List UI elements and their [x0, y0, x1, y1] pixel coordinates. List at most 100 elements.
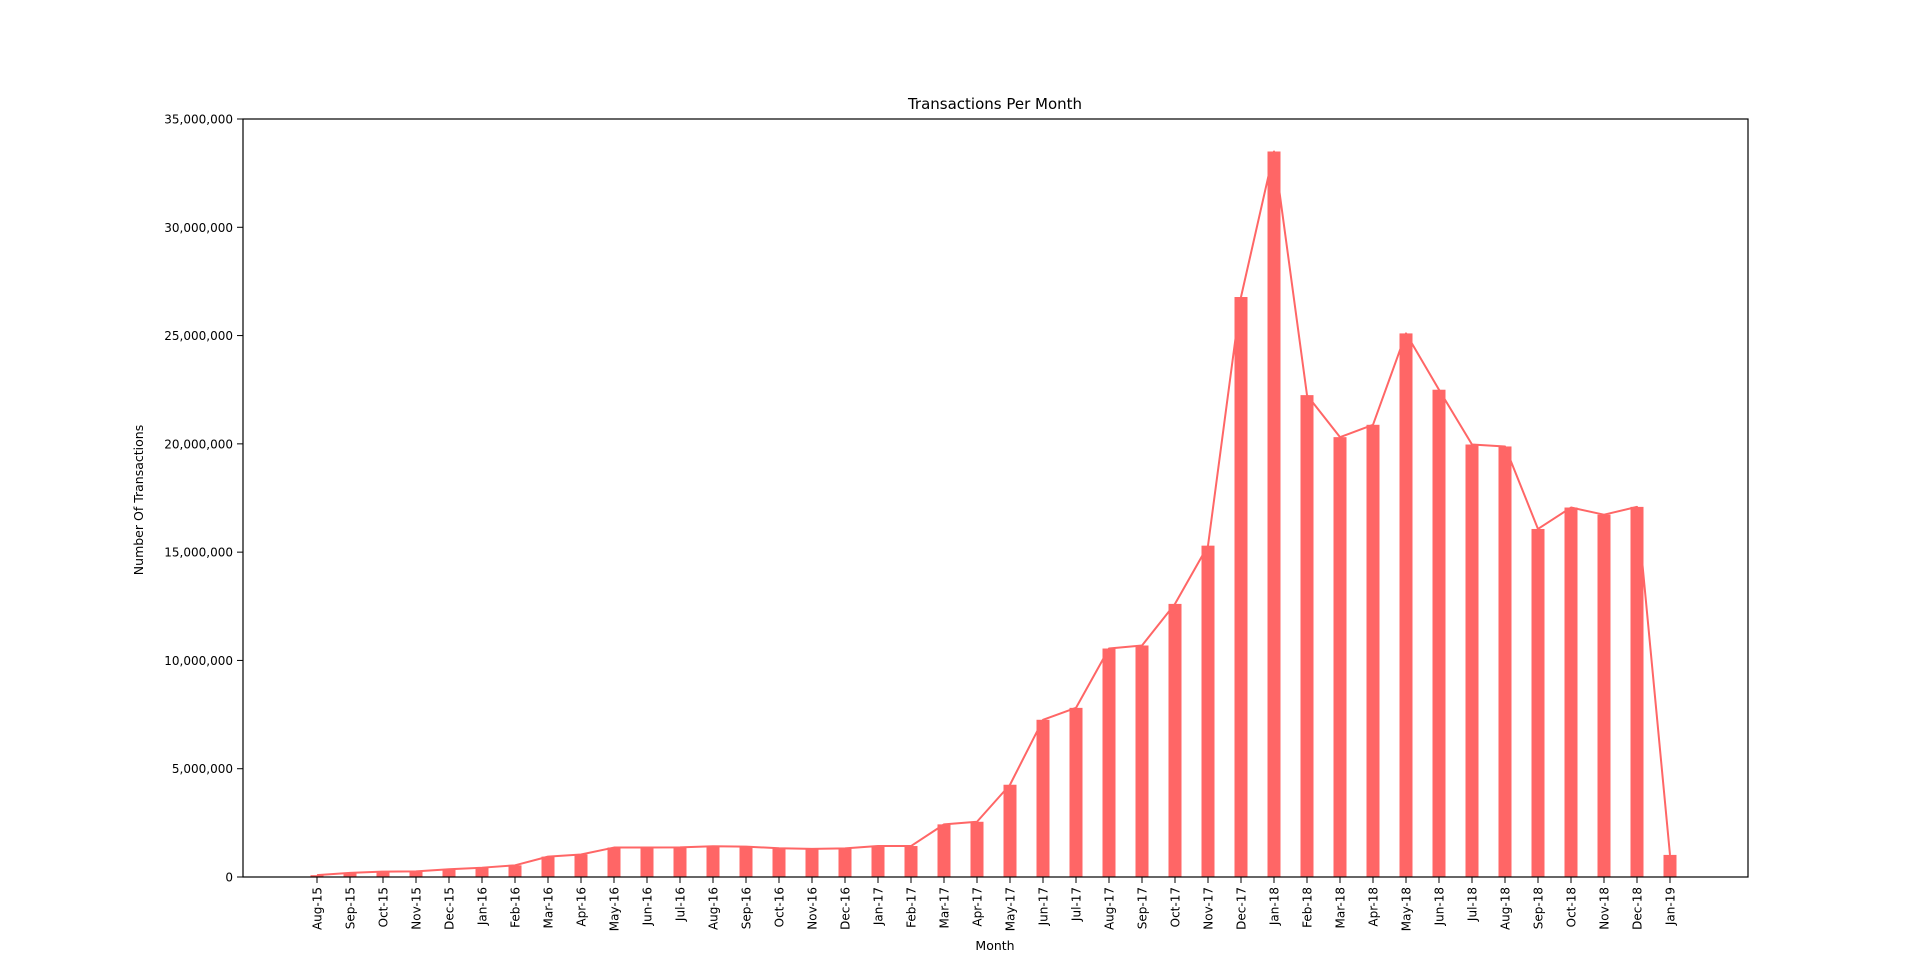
bar-jan-19	[1663, 854, 1677, 877]
bar-jul-17	[1069, 707, 1083, 877]
bar-sep-16	[739, 846, 753, 877]
bar-may-18	[1399, 333, 1413, 877]
x-tick-label: Dec-16	[839, 887, 853, 930]
bar-sep-18	[1531, 528, 1545, 877]
x-tick-label: Sep-16	[740, 887, 754, 929]
x-tick-label: Jan-16	[476, 887, 490, 926]
bar-feb-18	[1300, 395, 1314, 877]
series-line	[316, 150, 1671, 877]
x-tick-label: Nov-17	[1202, 887, 1216, 930]
bar-sep-15	[343, 872, 357, 877]
x-tick-label: Jul-16	[674, 887, 688, 922]
bar-oct-16	[772, 848, 786, 877]
x-tick-label: Dec-18	[1631, 887, 1645, 930]
plot-frame	[242, 118, 1749, 878]
bar-apr-16	[574, 854, 588, 877]
x-tick-label: Oct-17	[1169, 887, 1183, 927]
x-tick-label: Jun-18	[1433, 887, 1447, 926]
x-tick-label: Jul-18	[1466, 887, 1480, 922]
bar-aug-16	[706, 846, 720, 877]
bar-aug-17	[1102, 648, 1116, 877]
bar-mar-18	[1333, 437, 1347, 877]
bar-jun-18	[1432, 389, 1446, 877]
bar-jun-17	[1036, 719, 1050, 877]
bar-dec-18	[1630, 506, 1644, 877]
bar-feb-16	[508, 865, 522, 877]
y-tick-label: 35,000,000	[164, 113, 233, 127]
y-axis-title: Number Of Transactions	[131, 425, 146, 575]
x-tick-label: Jul-17	[1070, 887, 1084, 922]
y-tick-label: 20,000,000	[164, 437, 233, 451]
x-tick-label: Dec-17	[1235, 887, 1249, 930]
y-tick-label: 25,000,000	[164, 329, 233, 343]
bar-jan-17	[871, 846, 885, 877]
bar-oct-15	[376, 871, 390, 877]
bar-aug-15	[310, 875, 324, 877]
x-tick-label: Aug-16	[707, 887, 721, 930]
x-tick-label: Oct-15	[377, 887, 391, 927]
bar-jul-18	[1465, 444, 1479, 877]
x-tick-label: Feb-16	[509, 887, 523, 928]
x-tick-label: Aug-15	[311, 887, 325, 930]
bar-oct-18	[1564, 507, 1578, 877]
x-tick-label: Sep-15	[344, 887, 358, 929]
y-tick-label: 30,000,000	[164, 221, 233, 235]
x-tick-label: Jan-19	[1664, 887, 1678, 926]
x-tick-label: Nov-15	[410, 887, 424, 930]
bar-may-17	[1003, 784, 1017, 877]
x-tick-label: Mar-16	[542, 887, 556, 928]
x-tick-label: Apr-17	[971, 887, 985, 927]
bar-nov-17	[1201, 545, 1215, 877]
bar-nov-18	[1597, 514, 1611, 877]
x-tick-label: Dec-15	[443, 887, 457, 930]
x-tick-label: May-18	[1400, 887, 1414, 931]
x-tick-label: Nov-16	[806, 887, 820, 930]
x-tick-label: Sep-18	[1532, 887, 1546, 929]
bar-jul-16	[673, 847, 687, 877]
bar-dec-16	[838, 848, 852, 877]
x-tick-label: Mar-17	[938, 887, 952, 928]
x-axis: Aug-15 Sep-15 Oct-15 Nov-15 Dec-15 Jan-16 Feb-…	[311, 877, 1678, 931]
bar-mar-17	[937, 824, 951, 877]
y-axis: 0 5,000,000 10,000,000 15,000,000 20,000,000…	[164, 113, 243, 885]
bar-may-16	[607, 847, 621, 877]
y-tick-label: 15,000,000	[164, 546, 233, 560]
y-tick-label: 10,000,000	[164, 654, 233, 668]
bar-apr-18	[1366, 424, 1380, 877]
x-tick-label: Nov-18	[1598, 887, 1612, 930]
x-tick-label: Aug-17	[1103, 887, 1117, 930]
y-tick-label: 0	[225, 871, 233, 885]
x-axis-title: Month	[975, 938, 1014, 953]
bar-sep-17	[1135, 645, 1149, 877]
x-tick-label: Apr-18	[1367, 887, 1381, 927]
x-tick-label: May-16	[608, 887, 622, 931]
bar-apr-17	[970, 821, 984, 877]
bar-mar-16	[541, 856, 555, 877]
x-tick-label: Oct-16	[773, 887, 787, 927]
bar-nov-15	[409, 871, 423, 877]
x-tick-label: Jan-17	[872, 887, 886, 926]
y-tick-label: 5,000,000	[172, 762, 233, 776]
x-tick-label: Oct-18	[1565, 887, 1579, 927]
bar-nov-16	[805, 848, 819, 877]
x-tick-label: Sep-17	[1136, 887, 1150, 929]
bar-jan-18	[1267, 151, 1281, 878]
x-tick-label: Feb-17	[905, 887, 919, 928]
bar-feb-17	[904, 846, 918, 877]
bar-dec-15	[442, 869, 456, 877]
bar-oct-17	[1168, 603, 1182, 877]
x-tick-label: Jan-18	[1268, 887, 1282, 926]
bar-jan-16	[475, 867, 489, 877]
x-tick-label: Jun-16	[641, 887, 655, 926]
x-tick-label: Aug-18	[1499, 887, 1513, 930]
bar-aug-18	[1498, 446, 1512, 877]
x-tick-label: Apr-16	[575, 887, 589, 927]
x-tick-label: May-17	[1004, 887, 1018, 931]
x-tick-label: Jun-17	[1037, 887, 1051, 926]
bar-dec-17	[1234, 297, 1248, 877]
x-tick-label: Feb-18	[1301, 887, 1315, 928]
plot-area	[310, 150, 1677, 878]
chart-title: Transactions Per Month	[907, 95, 1082, 113]
